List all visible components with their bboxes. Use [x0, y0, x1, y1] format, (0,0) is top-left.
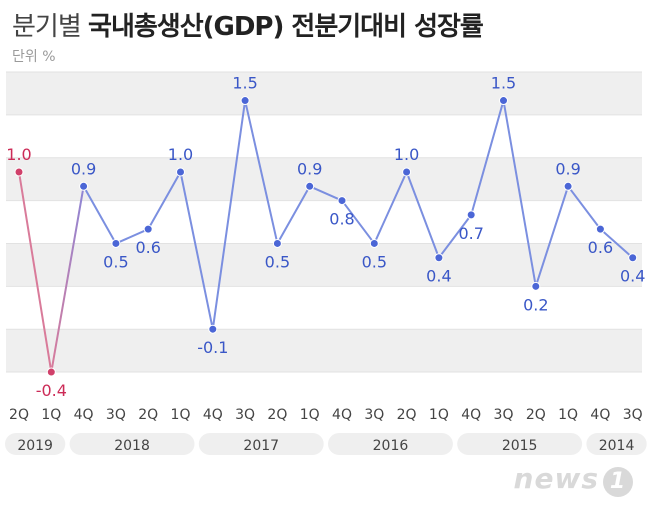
grid-band	[6, 243, 642, 287]
series-segment-transition	[50, 186, 85, 373]
data-points	[14, 96, 638, 377]
x-tick-label: 2Q	[526, 407, 546, 423]
x-tick-label: 3Q	[494, 407, 514, 423]
x-tick-label: 1Q	[171, 407, 191, 423]
x-tick-label: 3Q	[364, 407, 384, 423]
data-label: 0.7	[458, 224, 483, 243]
data-point	[272, 238, 282, 248]
data-point	[466, 210, 476, 220]
data-point	[337, 196, 347, 206]
data-label: 0.4	[426, 267, 451, 286]
x-tick-label: 2Q	[9, 407, 29, 423]
x-tick-label: 2Q	[397, 407, 417, 423]
data-label: 0.5	[103, 252, 128, 271]
year-label: 2017	[243, 438, 279, 454]
data-label: 0.9	[555, 159, 580, 178]
x-tick-label: 1Q	[558, 407, 578, 423]
x-tick-label: 4Q	[590, 407, 610, 423]
title-main: 국내총생산(GDP) 전분기대비 성장률	[88, 12, 484, 42]
x-tick-label: 3Q	[623, 407, 643, 423]
x-tick-label: 4Q	[74, 407, 94, 423]
x-tick-label: 4Q	[203, 407, 223, 423]
data-label: 0.5	[265, 252, 290, 271]
data-labels: 1.0 -0.4 0.9 0.5 0.6 1.0 -0.1 1.5 0.5 0.9 0.8 0.5 1.…	[6, 74, 645, 401]
data-point	[628, 253, 638, 263]
data-point	[434, 253, 444, 263]
series-segment-2019	[18, 171, 53, 373]
data-label: 0.9	[71, 159, 96, 178]
year-pill	[586, 433, 647, 455]
year-label: 2019	[17, 438, 53, 454]
data-label: 1.5	[491, 74, 516, 93]
data-point	[176, 167, 185, 177]
year-label: 2014	[599, 438, 635, 454]
data-point	[46, 367, 56, 377]
grid-band	[6, 157, 642, 201]
year-label: 2015	[502, 438, 538, 454]
x-tick-label: 1Q	[429, 407, 449, 423]
x-tick-label: 1Q	[300, 407, 320, 423]
year-pill	[328, 433, 453, 455]
data-point	[499, 96, 508, 106]
data-label: 0.6	[588, 238, 613, 257]
data-point	[369, 238, 379, 248]
unit-label: 단위 %	[12, 49, 56, 65]
data-label: 0.9	[297, 159, 322, 178]
grid-bands	[6, 71, 642, 373]
year-groups: 2019 2018 2017 2016 2015 2014	[5, 433, 647, 455]
x-tick-label: 4Q	[332, 407, 352, 423]
chart-title: 분기별 국내총생산(GDP) 전분기대비 성장률	[12, 6, 484, 43]
series-line-main	[82, 99, 634, 331]
data-label: 0.5	[362, 252, 387, 271]
data-point	[208, 324, 218, 334]
data-point	[595, 224, 605, 234]
year-label: 2018	[114, 438, 150, 454]
year-pill	[198, 433, 324, 455]
series-lines	[18, 99, 634, 373]
grid-band	[6, 329, 642, 373]
data-point	[402, 167, 412, 177]
data-label: 0.6	[135, 238, 160, 257]
data-label: 0.4	[620, 267, 645, 286]
news1-logo: news 1	[514, 462, 633, 497]
x-tick-label: 4Q	[461, 407, 481, 423]
data-label: 0.8	[329, 210, 354, 229]
data-point	[240, 96, 250, 106]
x-tick-label: 2Q	[267, 407, 287, 423]
data-label: -0.1	[197, 338, 228, 357]
data-label: 1.0	[394, 145, 419, 164]
year-pill	[5, 433, 66, 455]
data-point	[531, 281, 541, 291]
data-label: 0.2	[523, 295, 548, 314]
data-point	[143, 224, 153, 234]
grid-band	[6, 71, 642, 115]
x-axis: 2Q 1Q 4Q 3Q 2Q 1Q 4Q 3Q 2Q 1Q 4Q 3Q 2Q 1Q 4Q 3Q 2Q 1Q 4Q 3Q	[9, 407, 643, 423]
data-label: 1.0	[6, 145, 31, 164]
year-label: 2016	[373, 438, 409, 454]
x-tick-label: 3Q	[235, 407, 255, 423]
x-tick-label: 2Q	[138, 407, 158, 423]
data-point	[563, 181, 573, 191]
year-pill	[69, 433, 195, 455]
data-point	[14, 167, 24, 177]
year-pill	[457, 433, 583, 455]
x-tick-label: 3Q	[106, 407, 126, 423]
data-point	[111, 238, 121, 248]
title-prefix: 분기별	[12, 12, 82, 42]
data-label: 1.0	[168, 145, 193, 164]
data-point	[79, 181, 89, 191]
data-point	[305, 181, 315, 191]
data-label: 1.5	[232, 74, 257, 93]
data-label: -0.4	[36, 381, 67, 400]
x-tick-label: 1Q	[41, 407, 61, 423]
